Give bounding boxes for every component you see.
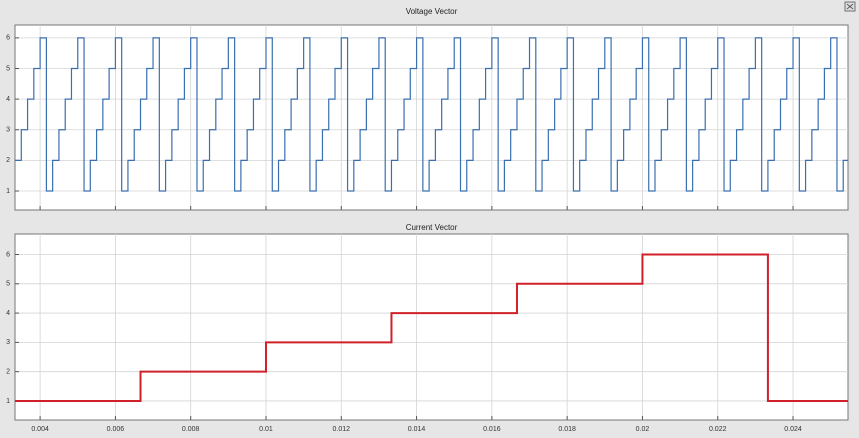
y-tick-label: 5 bbox=[6, 281, 10, 288]
x-tick-label: 0.01 bbox=[259, 426, 273, 433]
y-tick-label: 1 bbox=[6, 398, 10, 405]
x-tick-label: 0.018 bbox=[558, 426, 576, 433]
series-line bbox=[15, 253, 848, 402]
y-tick-label: 4 bbox=[6, 310, 10, 317]
x-tick-label: 0.004 bbox=[31, 426, 49, 433]
window-icon-glyph bbox=[846, 3, 854, 10]
y-tick-label: 6 bbox=[6, 35, 10, 42]
x-tick-label: 0.016 bbox=[483, 426, 501, 433]
y-tick-label: 2 bbox=[6, 157, 10, 164]
x-tick-label: 0.02 bbox=[636, 426, 650, 433]
x-tick-label: 0.024 bbox=[784, 426, 802, 433]
plot-area bbox=[14, 233, 849, 421]
plot-area bbox=[14, 24, 849, 211]
x-tick-label: 0.014 bbox=[408, 426, 426, 433]
series-line bbox=[15, 37, 848, 192]
y-tick-label: 1 bbox=[6, 188, 10, 195]
chart-title: Voltage Vector bbox=[406, 7, 458, 16]
chart-title: Current Vector bbox=[406, 223, 458, 232]
y-tick-label: 3 bbox=[6, 127, 10, 134]
y-tick-label: 3 bbox=[6, 339, 10, 346]
x-tick-label: 0.008 bbox=[182, 426, 200, 433]
x-tick-label: 0.022 bbox=[709, 426, 727, 433]
x-tick-label: 0.006 bbox=[107, 426, 125, 433]
y-tick-label: 4 bbox=[6, 96, 10, 103]
y-tick-label: 5 bbox=[6, 65, 10, 72]
y-tick-label: 2 bbox=[6, 369, 10, 376]
x-tick-label: 0.012 bbox=[333, 426, 351, 433]
y-tick-label: 6 bbox=[6, 251, 10, 258]
